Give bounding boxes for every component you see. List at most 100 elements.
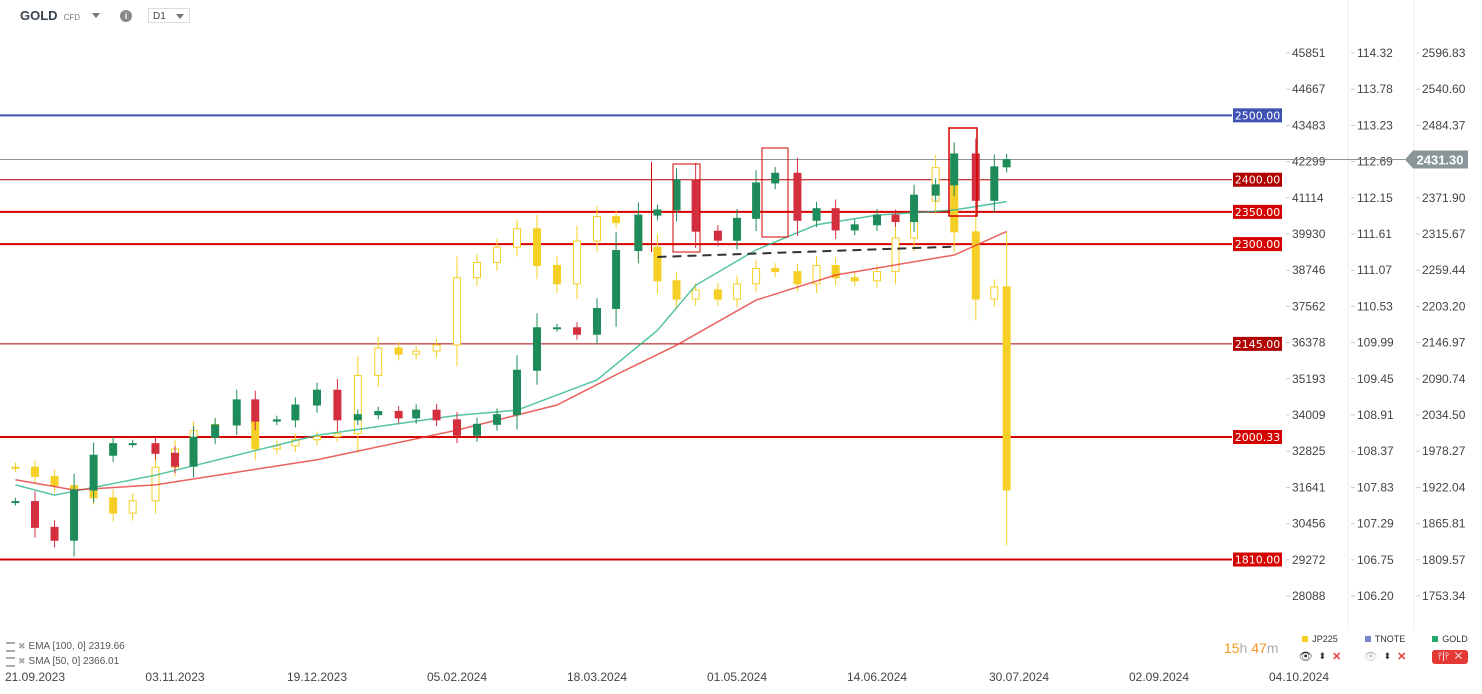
- eye-hidden-icon[interactable]: 👁: [1363, 651, 1378, 663]
- axis-tick-label-gold: 2259.44: [1422, 263, 1466, 277]
- annotation-box: [761, 147, 789, 238]
- gold-candle: [513, 355, 521, 430]
- eye-icon[interactable]: 👁: [1298, 651, 1313, 663]
- level-tag: [1233, 108, 1282, 123]
- gold-candle: [752, 170, 761, 232]
- jp225-candle: [971, 210, 980, 321]
- axis-tick-label-tnote: 107.83: [1357, 480, 1394, 494]
- gold-candle-body: [752, 182, 761, 219]
- level-tag: [1233, 172, 1282, 187]
- axis-tick-label-gold: 2315.67: [1422, 227, 1466, 241]
- jp225-candle: [713, 283, 722, 306]
- gold-candle: [432, 403, 441, 427]
- axis-tick-label-jp225: 38746: [1292, 263, 1326, 277]
- legend-label: JP225: [1312, 634, 1338, 644]
- axis-tick-label-jp225: 31641: [1292, 480, 1326, 494]
- gold-candle: [831, 199, 840, 240]
- indicator-settings-icon[interactable]: [6, 641, 15, 652]
- symbol-dropdown-icon[interactable]: [92, 13, 101, 18]
- symbol-name[interactable]: GOLD: [20, 8, 58, 23]
- jp225-candle-body: [493, 246, 501, 263]
- level-tag-label: 2145.00: [1235, 338, 1281, 351]
- gold-candle-body: [50, 526, 59, 541]
- axis-tick-label-jp225: 29272: [1292, 553, 1326, 567]
- gold-candle: [291, 397, 300, 428]
- gold-candle: [11, 497, 20, 506]
- close-icon[interactable]: ✕: [1397, 651, 1407, 663]
- gold-candle-body: [910, 194, 919, 223]
- level-tag: [1233, 237, 1282, 252]
- x-tick-label: 14.06.2024: [847, 670, 907, 684]
- gold-candle-body: [251, 399, 260, 422]
- jp225-candle-body: [333, 433, 342, 438]
- jp225-candle-body: [891, 237, 900, 273]
- reorder-icon[interactable]: ⬍: [1318, 651, 1327, 661]
- gold-candle: [593, 298, 601, 345]
- axis-tick-label-jp225: 28088: [1292, 589, 1326, 603]
- gold-candle-body: [634, 214, 643, 252]
- gold-candle-body: [513, 369, 521, 416]
- annotation-box: [948, 127, 978, 217]
- jp225-candle-body: [653, 246, 662, 282]
- timeframe-value: D1: [153, 11, 166, 22]
- gold-candle: [691, 162, 700, 248]
- axis-tick-label-gold: 2203.20: [1422, 299, 1466, 313]
- instrument-type: CFD: [63, 12, 81, 22]
- gold-candle-body: [31, 501, 39, 528]
- gold-candle: [990, 154, 999, 213]
- gold-candle-body: [333, 389, 342, 421]
- jp225-candle: [850, 272, 859, 287]
- candle-style-close-button[interactable]: ⫯|⫯ ✕: [1431, 650, 1469, 664]
- axis-tick-label-jp225: 39930: [1292, 227, 1326, 241]
- x-tick-label: 19.12.2023: [287, 670, 347, 684]
- gold-candle: [950, 142, 959, 197]
- jp225-candle-body: [50, 475, 59, 487]
- gold-candle: [672, 168, 681, 222]
- jp225-candle: [50, 469, 59, 493]
- gold-candle-body: [291, 404, 300, 421]
- jp225-candle-body: [11, 466, 20, 469]
- legend-tnote: TNOTE 👁 ⬍ ✕: [1355, 634, 1415, 663]
- jp225-candle-body: [573, 240, 581, 285]
- gold-candle: [873, 208, 881, 232]
- jp225-candle-body: [612, 216, 621, 224]
- gold-candle: [453, 412, 461, 444]
- axis-tick-label-jp225: 35193: [1292, 372, 1326, 386]
- jp225-candle: [291, 433, 300, 452]
- jp225-candle: [109, 489, 118, 522]
- timer-hours: 15: [1224, 640, 1240, 656]
- gold-candle: [333, 378, 342, 432]
- gold-candle: [313, 382, 321, 413]
- jp225-candle-body: [353, 375, 362, 435]
- remove-indicator-icon[interactable]: ✖: [18, 641, 26, 651]
- remove-indicator-icon[interactable]: ✖: [18, 656, 26, 666]
- jp225-candle: [473, 254, 481, 287]
- indicator-sma-label: SMA [50, 0] 2366.01: [28, 656, 120, 667]
- axis-tick-label-tnote: 109.45: [1357, 372, 1394, 386]
- axis-tick-label-tnote: 108.37: [1357, 444, 1394, 458]
- gold-candle: [713, 225, 722, 247]
- close-icon[interactable]: ✕: [1332, 651, 1342, 663]
- axis-tick-label-tnote: 111.61: [1357, 227, 1392, 241]
- jp225-candle: [353, 356, 362, 453]
- axis-tick-label-jp225: 41114: [1292, 191, 1324, 205]
- axis-tick-label-jp225: 43483: [1292, 118, 1326, 132]
- jp225-candle: [31, 460, 39, 484]
- timeframe-select[interactable]: D1: [148, 8, 191, 23]
- reorder-icon[interactable]: ⬍: [1383, 651, 1392, 661]
- info-icon[interactable]: i: [120, 9, 133, 22]
- gold-candle-body: [11, 501, 20, 504]
- gold-candle-body: [593, 307, 601, 335]
- gold-candle: [394, 405, 403, 424]
- jp225-candle-body: [533, 228, 541, 266]
- jp225-candle-body: [1002, 286, 1011, 491]
- jp225-candle: [612, 210, 621, 229]
- jp225-candle-body: [831, 264, 840, 279]
- axis-tick-label-gold: 2540.60: [1422, 82, 1466, 96]
- gold-candle: [812, 201, 821, 228]
- indicator-settings-icon[interactable]: [6, 656, 15, 667]
- gold-candle-body: [394, 410, 403, 419]
- level-tag-label: 2400.00: [1235, 174, 1281, 187]
- gold-candle-body: [831, 208, 840, 231]
